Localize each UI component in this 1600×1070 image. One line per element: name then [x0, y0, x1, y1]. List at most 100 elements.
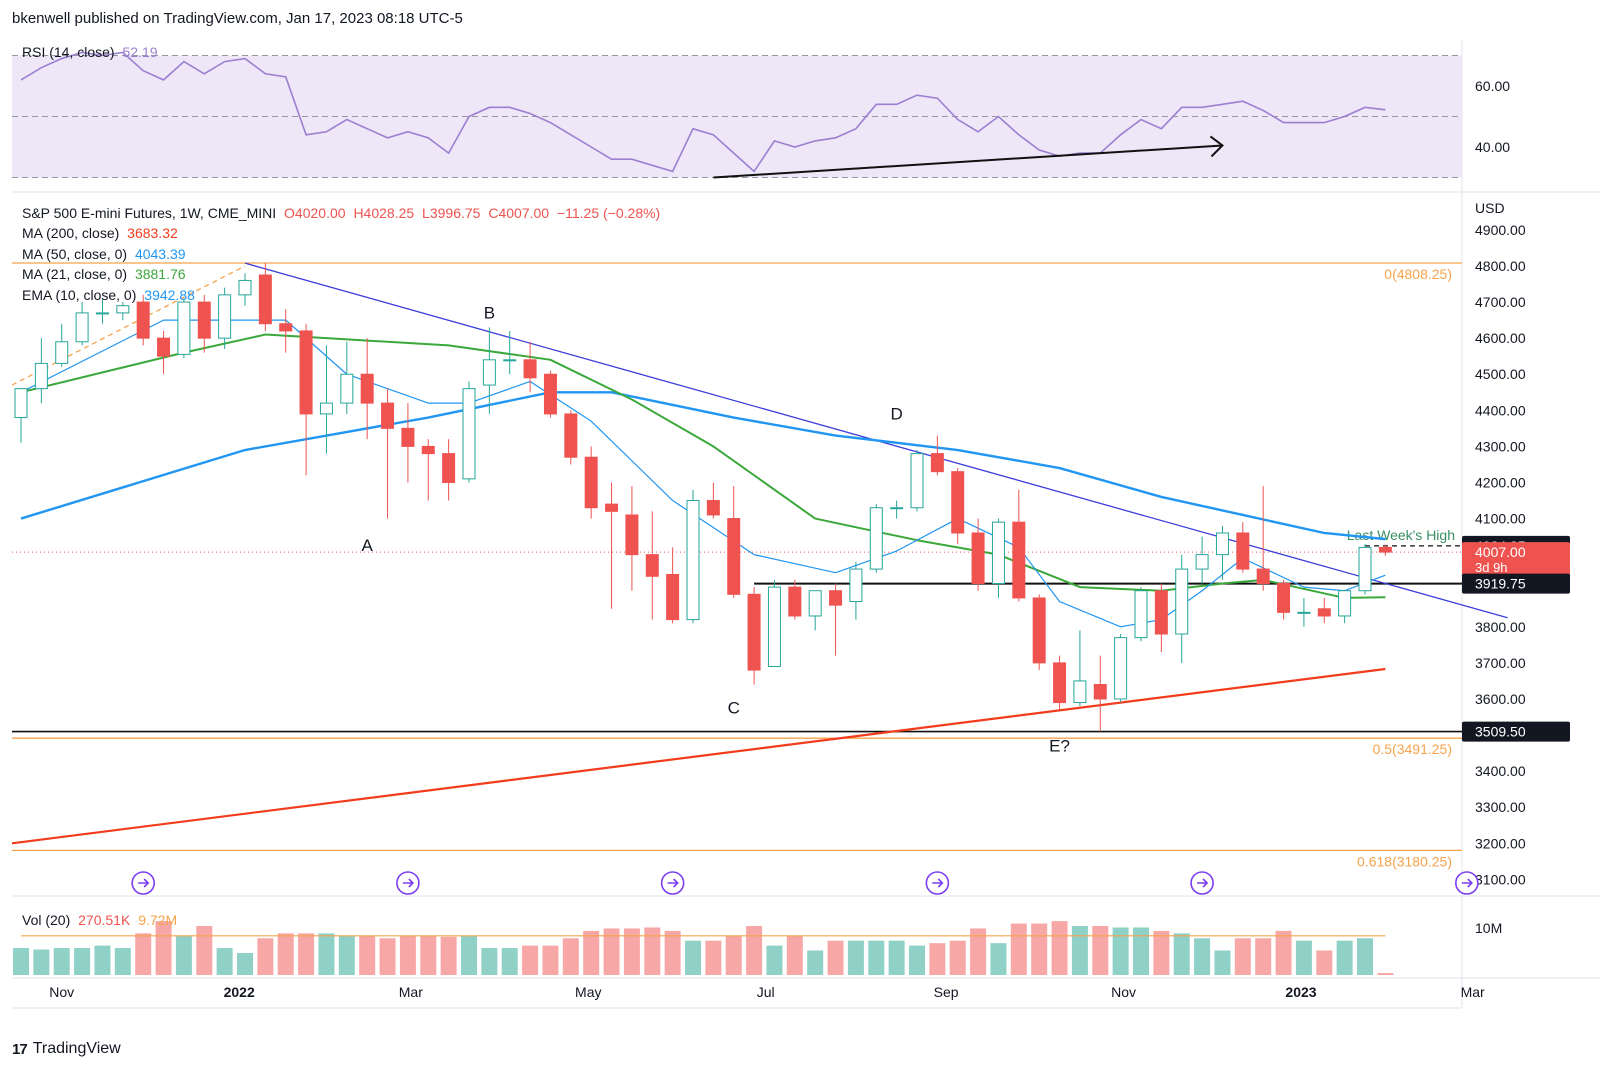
- tradingview-brand: TradingView: [32, 1040, 121, 1057]
- price-tag-bg: [1462, 542, 1570, 577]
- price-tick-label: 4600.00: [1475, 330, 1526, 346]
- candle-body: [747, 593, 761, 671]
- candle-body: [951, 471, 965, 534]
- candle-body: [767, 586, 781, 667]
- rsi-legend-value: 52.19: [122, 44, 158, 60]
- time-axis-label: May: [575, 984, 601, 1000]
- price-tick-label: 3300.00: [1475, 799, 1526, 815]
- volume-bar: [135, 933, 152, 975]
- volume-bar: [1133, 927, 1149, 975]
- candle-body: [584, 456, 598, 509]
- candle-body: [238, 279, 252, 296]
- candle-body: [442, 453, 456, 483]
- ma21-label: MA (21, close, 0): [22, 266, 128, 282]
- volume-bar: [33, 949, 50, 975]
- indicator-ma200: MA (200, close) 3683.32: [22, 225, 182, 241]
- vol-value-1: 270.51K: [78, 912, 131, 928]
- candle-body: [1358, 546, 1372, 592]
- last-week-high-label: Last Week's High: [1347, 527, 1455, 543]
- volume-bar: [1194, 938, 1211, 975]
- volume-bar: [522, 945, 539, 975]
- ma50-label: MA (50, close, 0): [22, 246, 128, 262]
- candle-body: [258, 274, 272, 325]
- volume-bar: [114, 948, 131, 975]
- candle-body: [401, 427, 415, 447]
- candle-body: [421, 445, 435, 455]
- event-arrow-icon: [667, 878, 679, 888]
- rsi-legend-label: RSI (14, close): [22, 44, 115, 60]
- volume-bar: [481, 948, 498, 975]
- candle-body: [177, 301, 191, 355]
- candle-body: [1073, 680, 1087, 704]
- volume-bar: [94, 945, 111, 975]
- price-tick-label: 3800.00: [1475, 619, 1526, 635]
- rsi-arrow-head: [1209, 135, 1224, 158]
- rsi-tick-label: 60.00: [1475, 78, 1510, 94]
- ma200-value: 3683.32: [127, 225, 178, 241]
- price-tick-label: 4100.00: [1475, 511, 1526, 527]
- price-tag-countdown: 3d 9h: [1475, 560, 1508, 575]
- ohlc-low: L3996.75: [422, 205, 481, 221]
- time-axis-label: Mar: [399, 984, 423, 1000]
- volume-bar: [1275, 930, 1292, 975]
- rsi-legend: RSI (14, close) 52.19: [22, 44, 162, 60]
- candle-body: [55, 341, 69, 364]
- ohlc-close: C4007.00: [488, 205, 550, 221]
- event-arrow-icon: [138, 878, 150, 888]
- volume-bar: [1010, 923, 1027, 975]
- volume-bar: [542, 945, 559, 975]
- candle-body: [14, 388, 28, 419]
- symbol-name[interactable]: S&P 500 E-mini Futures, 1W, CME_MINI: [22, 205, 277, 221]
- candle-body: [218, 294, 232, 339]
- candle-body: [829, 590, 843, 606]
- time-axis-label: Mar: [1461, 984, 1485, 1000]
- price-tick-label: 3600.00: [1475, 691, 1526, 707]
- candle-body: [482, 359, 496, 386]
- candle-body: [360, 373, 374, 404]
- tradingview-footer[interactable]: 17 TradingView: [12, 1040, 121, 1058]
- candle-body: [299, 330, 313, 415]
- price-tag-bg: [1462, 721, 1570, 742]
- volume-panel: 10M: [13, 920, 1502, 975]
- volume-bar: [318, 933, 335, 975]
- candle-body: [1215, 532, 1229, 556]
- volume-bar: [786, 935, 803, 975]
- price-tick-label: 4800.00: [1475, 258, 1526, 274]
- rsi-line: [20, 51, 1386, 173]
- volume-bar: [155, 921, 172, 975]
- candle-body: [1378, 546, 1392, 553]
- wave-label-E: E?: [1049, 736, 1070, 755]
- ma21-value: 3881.76: [134, 266, 186, 282]
- volume-bar: [216, 948, 233, 975]
- indicator-ema10: EMA (10, close, 0) 3942.88: [22, 287, 199, 303]
- candle-body: [1154, 590, 1168, 635]
- event-arrow-icon: [402, 878, 415, 888]
- volume-bar: [1051, 921, 1068, 975]
- candle-body: [666, 573, 680, 621]
- candle-body: [116, 305, 130, 314]
- price-tag-value: 3919.75: [1475, 576, 1526, 592]
- candle-body: [523, 359, 537, 379]
- fib-level-label: 0.618(3180.25): [1357, 853, 1452, 869]
- candle-body: [1297, 611, 1311, 614]
- candle-body: [625, 514, 639, 556]
- candle-body: [706, 500, 720, 516]
- ma200-label: MA (200, close): [22, 225, 120, 241]
- time-axis-label: Nov: [49, 984, 74, 1000]
- volume-bar: [868, 940, 885, 975]
- candle-body: [1032, 597, 1046, 664]
- indicator-ma21: MA (21, close, 0) 3881.76: [22, 266, 190, 282]
- price-tick-label: 4300.00: [1475, 438, 1526, 454]
- rsi-panel: 60.00 40.00: [12, 51, 1510, 179]
- volume-bar: [888, 940, 905, 975]
- ma21-line: [20, 333, 1386, 599]
- fib-anchor-dashed-line: [11, 265, 246, 386]
- price-tag-value: 3509.50: [1475, 724, 1526, 740]
- tradingview-logo-icon: 17: [12, 1040, 28, 1058]
- price-tag-bg: [1462, 573, 1570, 594]
- time-axis-label: Jul: [757, 984, 775, 1000]
- candle-body: [75, 312, 89, 343]
- volume-bar: [501, 948, 518, 975]
- volume-bar: [1316, 950, 1333, 975]
